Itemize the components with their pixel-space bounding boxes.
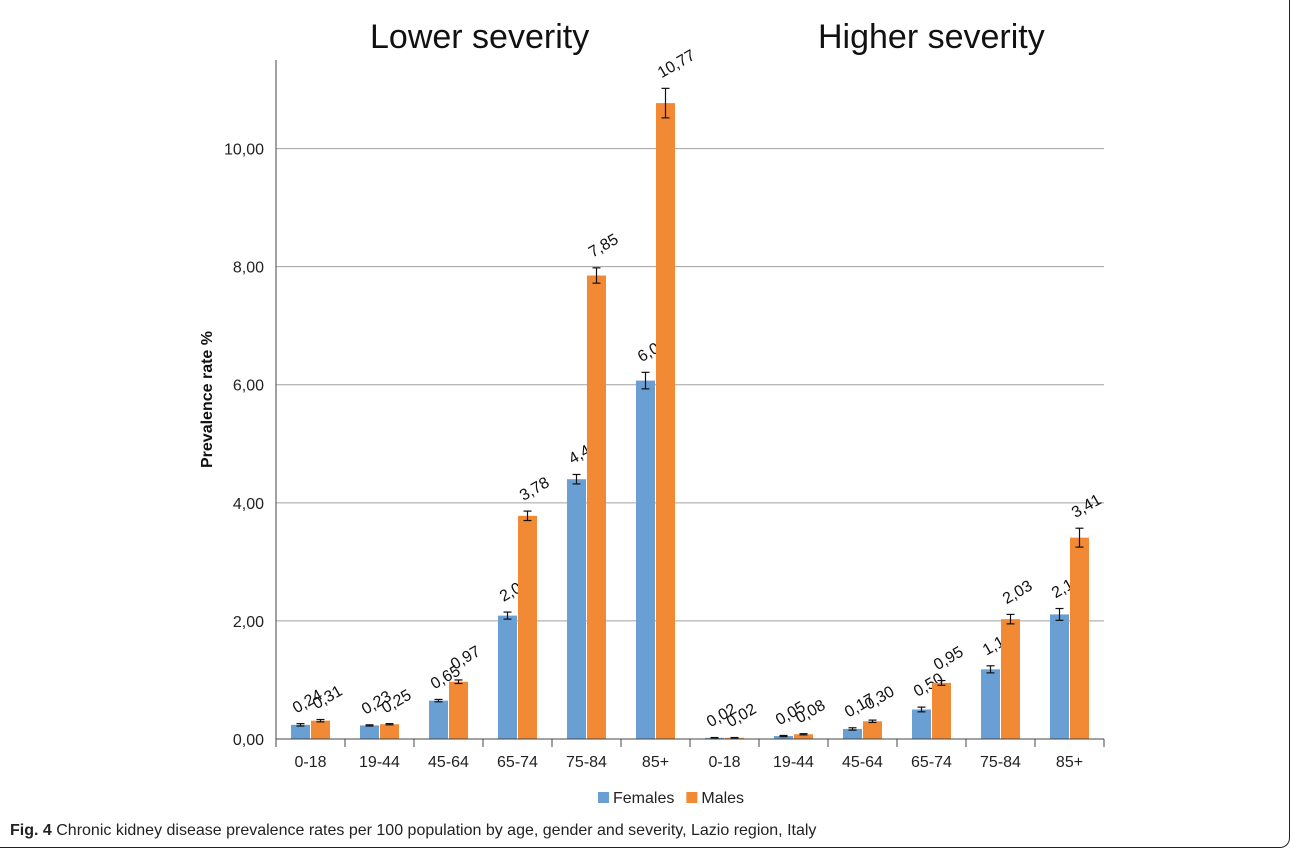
- x-tick-label: 85+: [1056, 754, 1083, 771]
- x-tick-label: 85+: [642, 754, 669, 771]
- bar-females: [429, 700, 448, 739]
- data-label: 7,85: [586, 231, 622, 261]
- legend-label-females: Females: [613, 790, 674, 807]
- x-tick-label: 65-74: [497, 754, 538, 771]
- y-axis-label: Prevalence rate %: [199, 331, 216, 468]
- x-tick-label: 0-18: [708, 754, 740, 771]
- bar-males: [380, 724, 399, 739]
- caption-text: Chronic kidney disease prevalence rates …: [56, 822, 817, 839]
- bars: 0,24 0,230,652,094,406,070,02 0,05 0,170,50…: [290, 47, 1105, 739]
- bar-males: [311, 720, 330, 739]
- data-label: 3,78: [517, 474, 553, 504]
- bar-males: [932, 682, 951, 739]
- bar-males: [656, 103, 675, 739]
- x-tick-label: 19-44: [773, 754, 814, 771]
- y-tick-label: 2,00: [233, 614, 264, 631]
- caption-label: Fig. 4: [10, 822, 52, 839]
- bar-females: [498, 615, 517, 739]
- data-label: 0,97: [448, 643, 484, 673]
- x-tick-label: 45-64: [428, 754, 469, 771]
- y-tick-label: 10,00: [224, 142, 264, 159]
- bar-males: [1001, 619, 1020, 739]
- data-label: 0,95: [931, 644, 967, 674]
- x-tick-label: 75-84: [980, 754, 1021, 771]
- legend: Females Males: [598, 790, 744, 807]
- data-label: 2,03: [1000, 578, 1036, 608]
- y-tick-label: 0,00: [233, 732, 264, 749]
- data-label: 3,41: [1069, 491, 1105, 521]
- x-tick-label: 65-74: [911, 754, 952, 771]
- x-axis: 0-18 19-44 45-64 65-74 75-84 85+ 0-18 19-44 45-6…: [275, 738, 1105, 771]
- panel-title-lower: Lower severity: [370, 18, 590, 56]
- y-tick-label: 8,00: [233, 260, 264, 277]
- figure-caption: Fig. 4 Chronic kidney disease prevalence…: [10, 822, 816, 840]
- bar-females: [981, 669, 1000, 739]
- bar-females: [843, 728, 862, 739]
- bar-males: [449, 681, 468, 739]
- data-label: 10,77: [655, 47, 698, 82]
- bar-females: [912, 709, 931, 739]
- data-label: 0,30: [862, 683, 898, 713]
- bar-females: [636, 380, 655, 739]
- bar-females: [360, 725, 379, 739]
- legend-label-males: Males: [701, 790, 744, 807]
- legend-swatch-females: [598, 792, 609, 803]
- bar-females: [774, 736, 793, 739]
- bar-males: [794, 734, 813, 739]
- bar-males: [863, 721, 882, 739]
- bar-females: [1050, 614, 1069, 739]
- bar-chart: 0,00 2,00 4,00 6,00 8,00 10,00 Prevalence rate…: [199, 47, 1105, 807]
- y-axis: 0,00 2,00 4,00 6,00 8,00 10,00 Prevalence rate…: [199, 60, 277, 749]
- x-tick-label: 75-84: [566, 754, 607, 771]
- gridlines: [276, 148, 1104, 622]
- x-tick-label: 19-44: [359, 754, 400, 771]
- y-tick-label: 6,00: [233, 378, 264, 395]
- legend-swatch-males: [686, 792, 698, 803]
- y-tick-label: 4,00: [233, 496, 264, 513]
- bar-females: [567, 479, 586, 739]
- x-tick-label: 45-64: [842, 754, 883, 771]
- panel-title-higher: Higher severity: [818, 18, 1045, 56]
- bar-males: [1070, 537, 1089, 739]
- x-tick-label: 0-18: [294, 754, 326, 771]
- bar-males: [518, 515, 537, 739]
- bar-males: [587, 275, 606, 739]
- bar-females: [291, 724, 310, 739]
